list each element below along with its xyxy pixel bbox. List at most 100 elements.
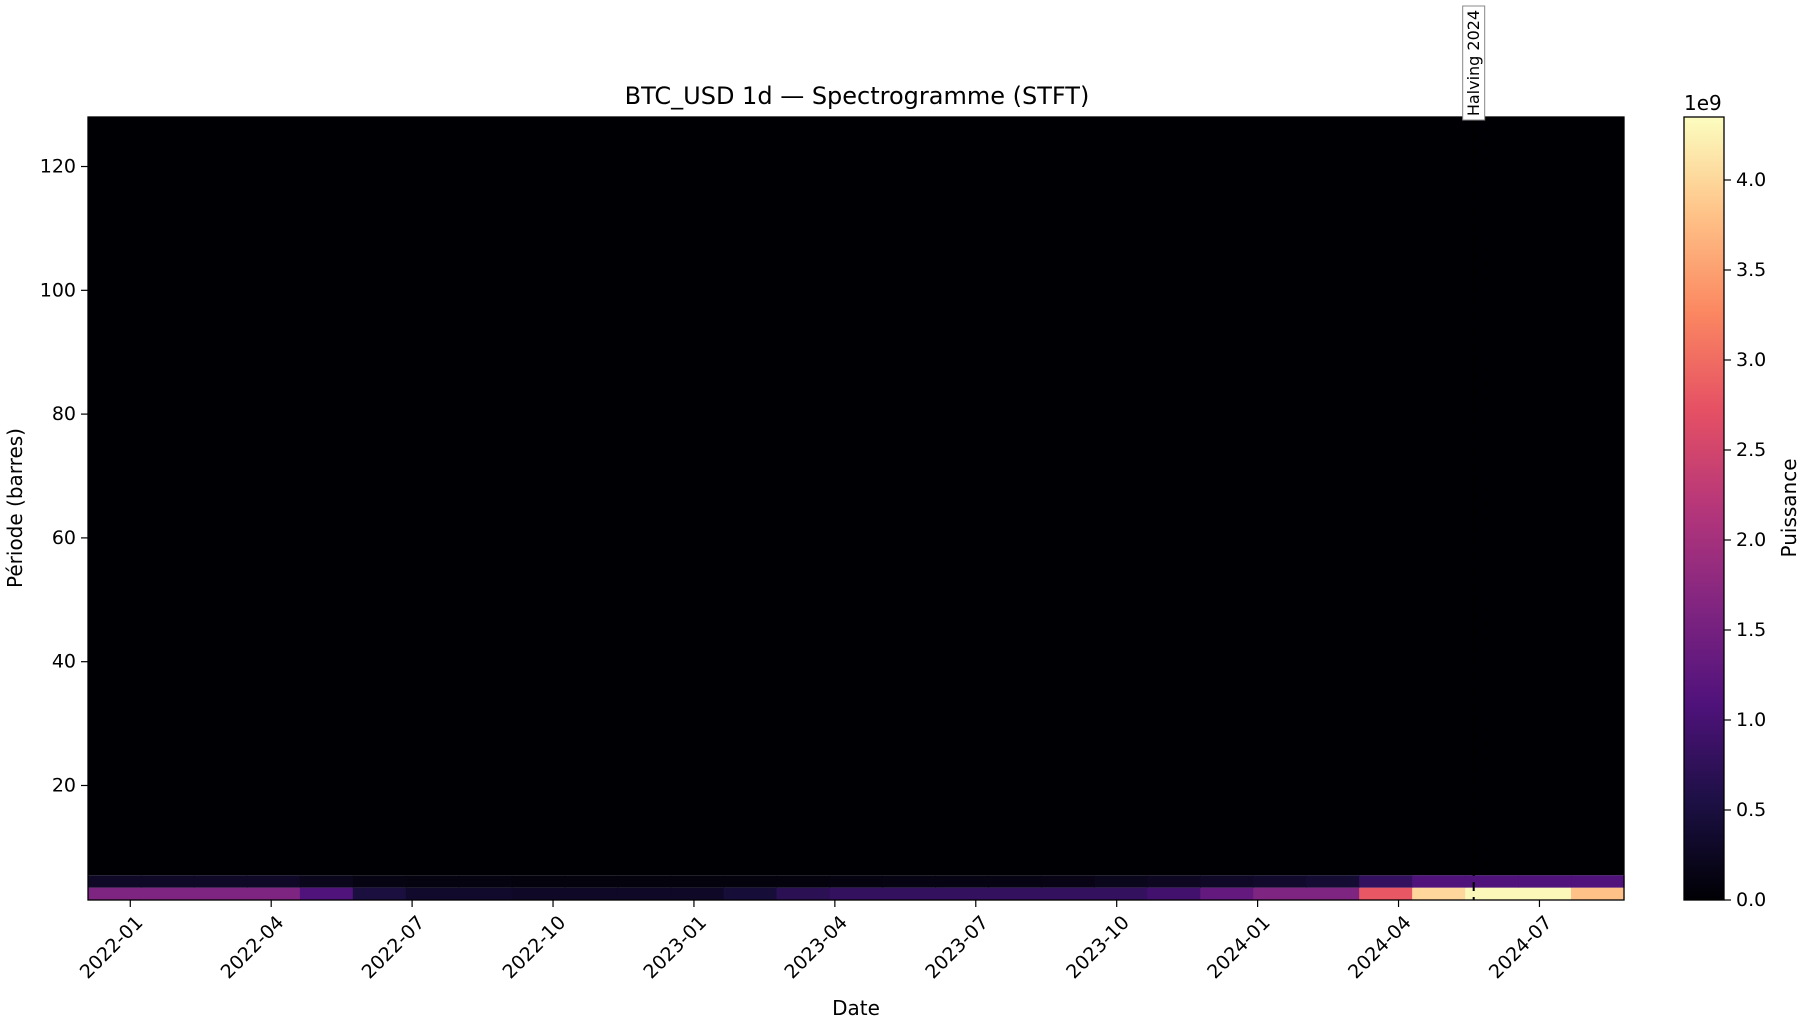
halving-annotation: Halving 2024 bbox=[1462, 5, 1486, 900]
heatmap-cell bbox=[829, 887, 884, 900]
heatmap-cell bbox=[564, 875, 619, 888]
colorbar-tick-label: 0.0 bbox=[1736, 889, 1766, 911]
y-tick-label: 80 bbox=[52, 403, 76, 425]
heatmap-cell bbox=[1518, 875, 1572, 888]
x-axis-ticks: 2022-01 2022-04 2022-07 2022-10 2023-01 2023-… bbox=[76, 900, 1557, 983]
heatmap-cell bbox=[193, 875, 248, 888]
heatmap-cell bbox=[88, 887, 142, 900]
heatmap-cell bbox=[511, 887, 566, 900]
colorbar-tick-label: 2.0 bbox=[1736, 529, 1766, 551]
heatmap-cell bbox=[1306, 887, 1360, 900]
y-axis-label: Période (barres) bbox=[3, 428, 27, 588]
heatmap-cell bbox=[88, 875, 142, 888]
heatmap-cell bbox=[1041, 875, 1095, 888]
y-tick-label: 60 bbox=[52, 527, 76, 549]
x-tick-label: 2022-04 bbox=[217, 912, 289, 984]
colorbar-tick-label: 4.0 bbox=[1736, 169, 1766, 191]
heatmap-cell bbox=[935, 887, 990, 900]
heatmap-cell bbox=[1147, 875, 1201, 888]
heatmap-cell bbox=[670, 887, 725, 900]
heatmap-cell bbox=[1359, 887, 1413, 900]
colorbar-tick-label: 1.5 bbox=[1736, 619, 1766, 641]
heatmap-cell bbox=[1041, 887, 1095, 900]
heatmap-cell bbox=[1571, 887, 1625, 900]
colorbar-tick-label: 1.0 bbox=[1736, 709, 1766, 731]
colorbar-tick-label: 2.5 bbox=[1736, 439, 1766, 461]
heatmap-cell bbox=[458, 887, 513, 900]
y-tick-label: 100 bbox=[40, 279, 76, 301]
heatmap-cell bbox=[1094, 887, 1148, 900]
heatmap-cell bbox=[1200, 887, 1254, 900]
heatmap-cell bbox=[1412, 887, 1466, 900]
x-tick-label: 2023-07 bbox=[921, 912, 993, 984]
x-tick-label: 2023-01 bbox=[639, 912, 711, 984]
x-tick-label: 2022-10 bbox=[498, 912, 570, 984]
x-tick-label: 2024-07 bbox=[1485, 912, 1557, 984]
heatmap-cell bbox=[88, 117, 1624, 876]
heatmap-cell bbox=[140, 887, 195, 900]
y-axis-ticks: 20 40 60 80 100 120 bbox=[40, 156, 88, 796]
y-tick-label: 120 bbox=[40, 156, 76, 178]
chart-title: BTC_USD 1d — Spectrogramme (STFT) bbox=[625, 82, 1090, 110]
heatmap-cell bbox=[617, 875, 672, 888]
heatmap-cell bbox=[405, 875, 460, 888]
x-tick-label: 2022-07 bbox=[358, 912, 430, 984]
heatmap-cell bbox=[193, 887, 248, 900]
heatmap-cell bbox=[723, 887, 778, 900]
heatmap-cell bbox=[670, 875, 725, 888]
halving-label: Halving 2024 bbox=[1464, 10, 1483, 116]
x-tick-label: 2022-01 bbox=[76, 912, 148, 984]
heatmap-cell bbox=[1518, 887, 1572, 900]
x-tick-label: 2023-04 bbox=[780, 912, 852, 984]
colorbar-ticks: 0.0 0.5 1.0 1.5 2.0 2.5 3.0 3.5 4.0 bbox=[1724, 169, 1766, 911]
heatmap-cell bbox=[299, 887, 354, 900]
colorbar-tick-label: 3.5 bbox=[1736, 259, 1766, 281]
x-tick-label: 2024-01 bbox=[1203, 912, 1275, 984]
heatmap-cell bbox=[776, 875, 831, 888]
heatmap-cell bbox=[299, 875, 354, 888]
heatmap-cell bbox=[1094, 875, 1148, 888]
y-tick-label: 40 bbox=[52, 651, 76, 673]
colorbar-tick-label: 3.0 bbox=[1736, 349, 1766, 371]
colorbar-label: Puissance bbox=[1777, 458, 1800, 557]
heatmap-cell bbox=[564, 887, 619, 900]
heatmap-cell bbox=[988, 875, 1042, 888]
heatmap-cell bbox=[1412, 875, 1466, 888]
heatmap-cell bbox=[935, 875, 990, 888]
colorbar-multiplier: 1e9 bbox=[1684, 91, 1722, 115]
heatmap-cell bbox=[458, 875, 513, 888]
heatmap-cell bbox=[1147, 887, 1201, 900]
heatmap-cell bbox=[140, 875, 195, 888]
plot-area bbox=[88, 117, 1625, 900]
heatmap-cell bbox=[617, 887, 672, 900]
heatmap-cell bbox=[1253, 887, 1307, 900]
heatmap-cell bbox=[352, 887, 407, 900]
heatmap-cell bbox=[829, 875, 884, 888]
heatmap-cell bbox=[988, 887, 1042, 900]
heatmap-cell bbox=[1465, 875, 1519, 888]
heatmap-cell bbox=[1306, 875, 1360, 888]
heatmap-cell bbox=[723, 875, 778, 888]
heatmap-cell bbox=[882, 875, 937, 888]
heatmap-cell bbox=[1200, 875, 1254, 888]
heatmap-cell bbox=[511, 875, 566, 888]
halving-label-box bbox=[1462, 5, 1486, 121]
plot-frame bbox=[87, 116, 1625, 901]
heatmap-cell bbox=[246, 875, 301, 888]
heatmap-cell bbox=[1571, 875, 1625, 888]
heatmap-cell bbox=[1465, 887, 1519, 900]
heatmap-cell bbox=[246, 887, 301, 900]
x-axis-label: Date bbox=[832, 996, 880, 1020]
heatmap-cell bbox=[882, 887, 937, 900]
heatmap-cell bbox=[352, 875, 407, 888]
heatmap-cell bbox=[405, 887, 460, 900]
heatmap-cell bbox=[1359, 875, 1413, 888]
heatmap-cell bbox=[1253, 875, 1307, 888]
x-tick-label: 2023-10 bbox=[1062, 912, 1134, 984]
x-tick-label: 2024-04 bbox=[1344, 912, 1416, 984]
y-tick-label: 20 bbox=[52, 774, 76, 796]
colorbar bbox=[1683, 116, 1725, 901]
heatmap-cell bbox=[776, 887, 831, 900]
colorbar-tick-label: 0.5 bbox=[1736, 799, 1766, 821]
